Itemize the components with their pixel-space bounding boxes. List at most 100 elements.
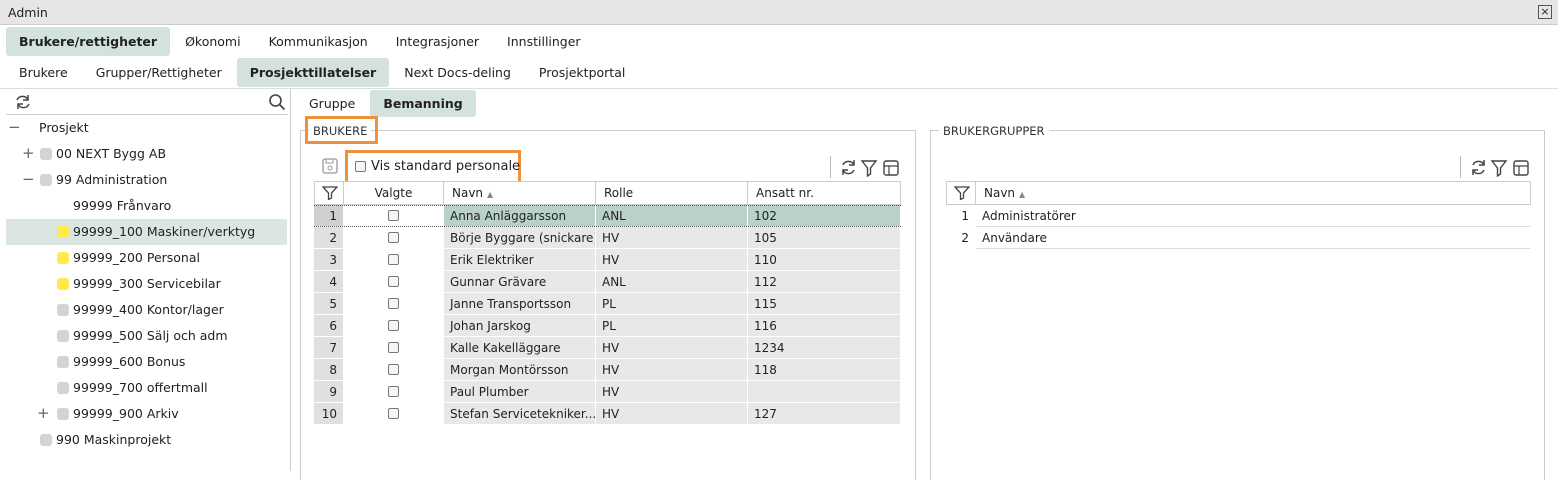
close-button[interactable]: × (1538, 5, 1552, 19)
row-number: 8 (314, 359, 344, 381)
column-label: Navn (452, 186, 484, 200)
column-header[interactable]: Navn ▲ (976, 181, 1531, 205)
row-checkbox[interactable] (388, 254, 399, 265)
save-icon[interactable] (321, 157, 339, 175)
row-checkbox[interactable] (388, 364, 399, 375)
checkbox-cell (344, 271, 444, 293)
tree-row[interactable]: 99999_700 offertmall (6, 375, 287, 401)
sub-tabs: Brukere Grupper/Rettigheter Prosjekttillat… (6, 58, 638, 87)
standard-checkbox[interactable] (355, 161, 366, 172)
sub-tab[interactable]: Next Docs-deling (404, 65, 511, 80)
cell: HV (596, 381, 748, 403)
cell: Erik Elektriker (444, 249, 596, 271)
tree-toggle[interactable]: + (22, 144, 35, 162)
tree-row[interactable]: 99999_600 Bonus (6, 349, 287, 375)
tree-label: 99 Administration (56, 172, 168, 187)
tree-icon (40, 434, 52, 446)
column-header[interactable]: Ansatt nr. (748, 181, 901, 205)
tree-row[interactable]: 99999_500 Sälj och adm (6, 323, 287, 349)
panel-tab[interactable]: Gruppe (309, 96, 356, 111)
tree-icon (57, 408, 69, 420)
filter-header[interactable] (314, 181, 344, 205)
tree-toggle[interactable]: − (8, 118, 21, 136)
cell: Morgan Montörsson (444, 359, 596, 381)
tree-row[interactable]: +00 NEXT Bygg AB (6, 141, 287, 167)
main-tab[interactable]: Brukere/rettigheter (6, 27, 171, 56)
column-header[interactable]: Navn ▲ (444, 181, 596, 205)
separator (1460, 156, 1461, 178)
cell: 105 (748, 227, 901, 249)
refresh-icon[interactable] (14, 93, 32, 111)
cell: 110 (748, 249, 901, 271)
column-header[interactable]: Rolle (596, 181, 748, 205)
cell: Paul Plumber (444, 381, 596, 403)
toolbar-icons[interactable] (838, 158, 904, 178)
cell: Användare (976, 227, 1531, 249)
row-number: 1 (946, 205, 976, 227)
tree-label: 99999_200 Personal (73, 250, 200, 265)
row-checkbox[interactable] (388, 320, 399, 331)
tree-toggle[interactable]: − (22, 170, 35, 188)
tree-icon (57, 304, 69, 316)
checkbox-cell (344, 337, 444, 359)
column-header[interactable]: Valgte (344, 181, 444, 205)
tree-icon (57, 278, 69, 290)
cell: 116 (748, 315, 901, 337)
checkbox-label: Vis standard personale (371, 159, 521, 174)
cell: Administratörer (976, 205, 1531, 227)
tree-toggle[interactable]: + (37, 404, 50, 422)
tree-row[interactable]: +99999_900 Arkiv (6, 401, 287, 427)
sub-tab[interactable]: Prosjekttillatelser (236, 58, 390, 87)
panel-tabs: Gruppe Bemanning (296, 90, 476, 117)
main-tab[interactable]: Kommunikasjon (268, 34, 368, 49)
sub-tab[interactable]: Prosjektportal (538, 65, 626, 80)
row-checkbox[interactable] (388, 210, 399, 221)
row-checkbox[interactable] (388, 386, 399, 397)
tree-row[interactable]: 99999_400 Kontor/lager (6, 297, 287, 323)
tree-icon (57, 356, 69, 368)
tree-icon (57, 252, 69, 264)
tree-row[interactable]: 99999 Frånvaro (6, 193, 287, 219)
tree-label: 00 NEXT Bygg AB (56, 146, 167, 161)
row-checkbox[interactable] (388, 298, 399, 309)
groups-fieldset (930, 130, 1545, 480)
row-checkbox[interactable] (388, 408, 399, 419)
toolbar-icons[interactable] (1468, 158, 1534, 178)
checkbox-cell (344, 381, 444, 403)
row-number: 4 (314, 271, 344, 293)
panel-tab[interactable]: Bemanning (370, 90, 476, 117)
row-checkbox[interactable] (388, 232, 399, 243)
column-label: Navn (984, 186, 1016, 200)
filter-header[interactable] (946, 181, 976, 205)
cell: 118 (748, 359, 901, 381)
cell: 1234 (748, 337, 901, 359)
tree-row[interactable]: − 99 Administration (6, 167, 287, 193)
tree-row[interactable]: 990 Maskinprojekt (6, 427, 287, 453)
row-checkbox[interactable] (388, 342, 399, 353)
cell: ANL (596, 271, 748, 293)
tree-row[interactable]: − Prosjekt (6, 115, 287, 141)
row-number: 7 (314, 337, 344, 359)
tree-icon (57, 226, 69, 238)
cell: Kalle Kakelläggare (444, 337, 596, 359)
tree-row[interactable]: 99999_300 Servicebilar (6, 271, 287, 297)
tree-row[interactable]: 99999_200 Personal (6, 245, 287, 271)
groups-title: BRUKERGRUPPER (939, 124, 1049, 138)
main-tab[interactable]: Innstillinger (507, 34, 581, 49)
tree-row[interactable]: 99999_100 Maskiner/verktyg (6, 219, 287, 245)
main-tab[interactable]: Økonomi (185, 34, 241, 49)
row-checkbox[interactable] (388, 276, 399, 287)
cell: HV (596, 227, 748, 249)
tree-label: 99999_600 Bonus (73, 354, 186, 369)
main-tab[interactable]: Integrasjoner (395, 34, 480, 49)
sub-tab[interactable]: Grupper/Rettigheter (95, 65, 222, 80)
search-icon[interactable] (268, 93, 286, 111)
sub-tab[interactable]: Brukere (19, 65, 68, 80)
cell: Stefan Servicetekniker... (444, 403, 596, 425)
cell: Johan Jarskog (444, 315, 596, 337)
tree-label: 99999_900 Arkiv (73, 406, 179, 421)
cell: HV (596, 337, 748, 359)
cell: Gunnar Grävare (444, 271, 596, 293)
title-bar: Admin × (0, 0, 1558, 25)
